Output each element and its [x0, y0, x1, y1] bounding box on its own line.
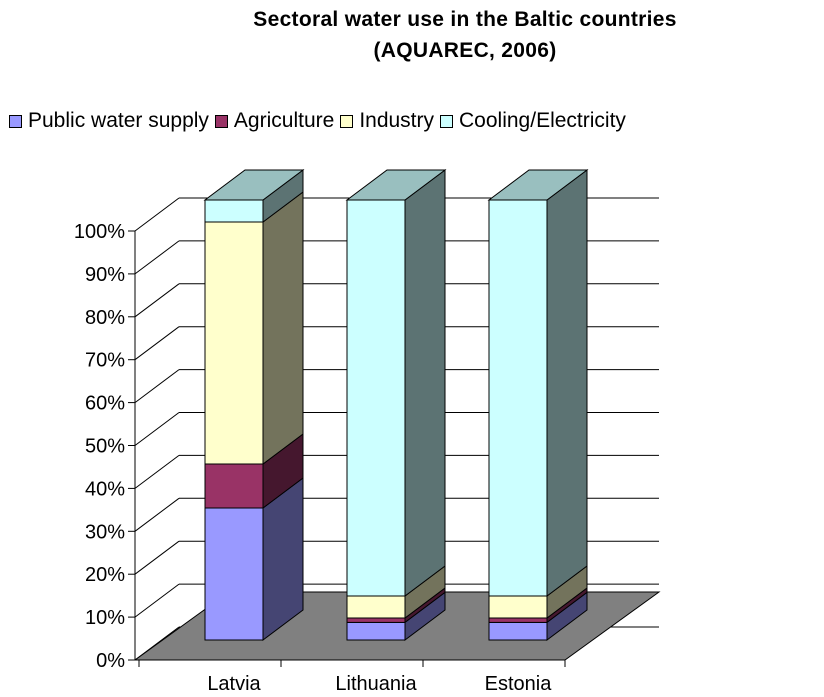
legend-label: Agriculture	[233, 109, 335, 132]
y-tick-label: 100%	[74, 221, 125, 243]
y-tick-label: 20%	[85, 564, 125, 586]
bar-side-estonia-4	[546, 169, 588, 597]
side-wall-line	[134, 369, 180, 404]
x-tick-label: Lithuania	[335, 673, 417, 695]
side-wall-line	[134, 283, 180, 318]
legend-label: Cooling/Electricity	[459, 109, 626, 132]
bar-segment-estonia-4	[488, 199, 548, 597]
legend-item-cooling-electricity: Cooling/Electricity	[440, 109, 626, 133]
y-tick-label: 10%	[85, 607, 125, 629]
y-tick-label: 0%	[96, 650, 125, 672]
side-wall-line	[134, 240, 180, 275]
side-wall-line	[134, 497, 180, 532]
y-tick-label: 60%	[85, 393, 125, 415]
bar-segment-estonia-1	[488, 621, 548, 641]
y-tick-label: 40%	[85, 478, 125, 500]
bar-segment-lithuania-1	[346, 621, 406, 641]
legend-swatch	[340, 114, 354, 128]
chart-legend: Public water supply Agriculture Industry…	[9, 106, 632, 136]
y-tick-label: 90%	[85, 264, 125, 286]
bar-side-latvia-3	[262, 191, 304, 465]
bar-segment-latvia-1	[204, 507, 264, 641]
legend-label: Industry	[359, 109, 435, 132]
y-tick-label: 30%	[85, 521, 125, 543]
side-wall-line	[134, 412, 180, 446]
legend-item-industry: Industry	[340, 109, 434, 133]
y-tick-label: 80%	[85, 307, 125, 329]
legend-item-agriculture: Agriculture	[214, 109, 335, 133]
bar-segment-latvia-2	[204, 463, 264, 509]
bar-segment-lithuania-3	[346, 595, 406, 619]
bar-top-latvia	[203, 169, 305, 201]
side-wall-line	[134, 197, 180, 232]
y-tick-label: 50%	[85, 436, 125, 458]
x-tick-label: Estonia	[485, 673, 553, 695]
side-wall-line	[134, 540, 180, 575]
y-tick-label: 70%	[85, 350, 125, 372]
legend-label: Public water supply	[28, 109, 209, 132]
x-tick-label: Latvia	[207, 673, 261, 695]
bar-segment-lithuania-2	[346, 617, 406, 623]
side-wall-line	[134, 454, 180, 489]
legend-item-public-water-supply: Public water supply	[9, 109, 209, 133]
bar-segment-estonia-2	[488, 617, 548, 623]
legend-swatch	[214, 114, 228, 128]
chart-subtitle: (AQUAREC, 2006)	[373, 39, 557, 62]
side-wall-line	[134, 583, 180, 618]
legend-swatch	[9, 114, 22, 128]
side-wall-line	[134, 326, 180, 361]
bar-side-lithuania-4	[404, 169, 446, 597]
bar-top-lithuania	[345, 169, 447, 201]
bar-top-estonia	[487, 169, 589, 201]
bar-segment-lithuania-4	[346, 199, 406, 597]
bar-segment-estonia-3	[488, 595, 548, 619]
bar-segment-latvia-4	[204, 199, 264, 223]
legend-swatch	[440, 114, 454, 128]
bar-segment-latvia-3	[204, 221, 264, 465]
chart-title: Sectoral water use in the Baltic countri…	[253, 8, 677, 31]
